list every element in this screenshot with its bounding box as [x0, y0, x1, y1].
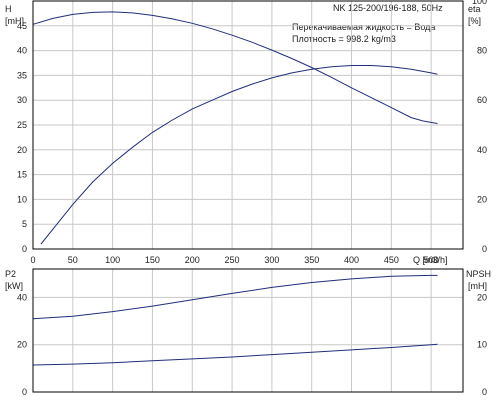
- y-left-tick-label: 5: [22, 219, 27, 229]
- series-line-1-1: [32, 343, 438, 366]
- x-tick-label: 200: [185, 255, 200, 265]
- y-left-label-head: H: [5, 4, 12, 14]
- y-right-tick-label: 0: [482, 387, 487, 397]
- y-left-tick-label: 25: [17, 120, 27, 130]
- x-tick-label: 100: [105, 255, 120, 265]
- y-left-tick-label: 30: [17, 95, 27, 105]
- y-left-tick-label: 40: [17, 292, 27, 302]
- x-tick-label: 300: [264, 255, 279, 265]
- y-right-unit-eta: [%]: [468, 16, 481, 26]
- x-axis-label: Q [m3/h]: [413, 255, 448, 265]
- y-left-unit-head: [mH]: [5, 16, 24, 26]
- series-line-0-1: [40, 65, 438, 245]
- y-left-tick-label: 0: [22, 387, 27, 397]
- y-right-tick-label: 20: [477, 194, 487, 204]
- y-right-tick-label: 40: [477, 145, 487, 155]
- y-left-tick-label: 45: [17, 21, 27, 31]
- y-left-tick-label: 20: [17, 145, 27, 155]
- y-left-tick-label: 15: [17, 170, 27, 180]
- y-right-label-npsh: NPSH: [466, 269, 491, 279]
- y-left-tick-label: 40: [17, 46, 27, 56]
- y-left-tick-label: 0: [22, 244, 27, 254]
- y-left-tick-label: 20: [17, 340, 27, 350]
- annotation-liquid: Перекачиваемая жидкость = Вода: [292, 22, 435, 32]
- x-tick-label: 150: [145, 255, 160, 265]
- annotation-density: Плотность = 998.2 kg/m3: [292, 34, 396, 44]
- x-tick-label: 50: [68, 255, 78, 265]
- series-line-0-0: [32, 11, 438, 124]
- y-left-unit-p2: [kW]: [5, 281, 23, 291]
- plot-frame: [32, 0, 464, 250]
- x-tick-label: 500: [424, 255, 439, 265]
- y-right-tick-label: 100: [472, 0, 487, 6]
- y-right-tick-label: 10: [477, 340, 487, 350]
- plot-frame: [32, 268, 464, 393]
- y-left-label-p2: P2: [5, 269, 16, 279]
- x-tick-label: 400: [344, 255, 359, 265]
- x-tick-label: 250: [225, 255, 240, 265]
- y-right-tick-label: 0: [482, 244, 487, 254]
- y-left-tick-label: 10: [17, 194, 27, 204]
- y-right-tick-label: 20: [477, 292, 487, 302]
- x-tick-label: 0: [30, 255, 35, 265]
- chart-title: NK 125-200/196-188, 50Hz: [333, 3, 443, 13]
- y-right-tick-label: 60: [477, 95, 487, 105]
- series-line-1-0: [32, 274, 438, 320]
- y-right-tick-label: 80: [477, 46, 487, 56]
- y-right-unit-npsh: [mH]: [468, 281, 487, 291]
- x-tick-label: 350: [304, 255, 319, 265]
- y-left-tick-label: 35: [17, 70, 27, 80]
- y-right-label-eta: eta: [468, 4, 481, 14]
- x-tick-label: 450: [384, 255, 399, 265]
